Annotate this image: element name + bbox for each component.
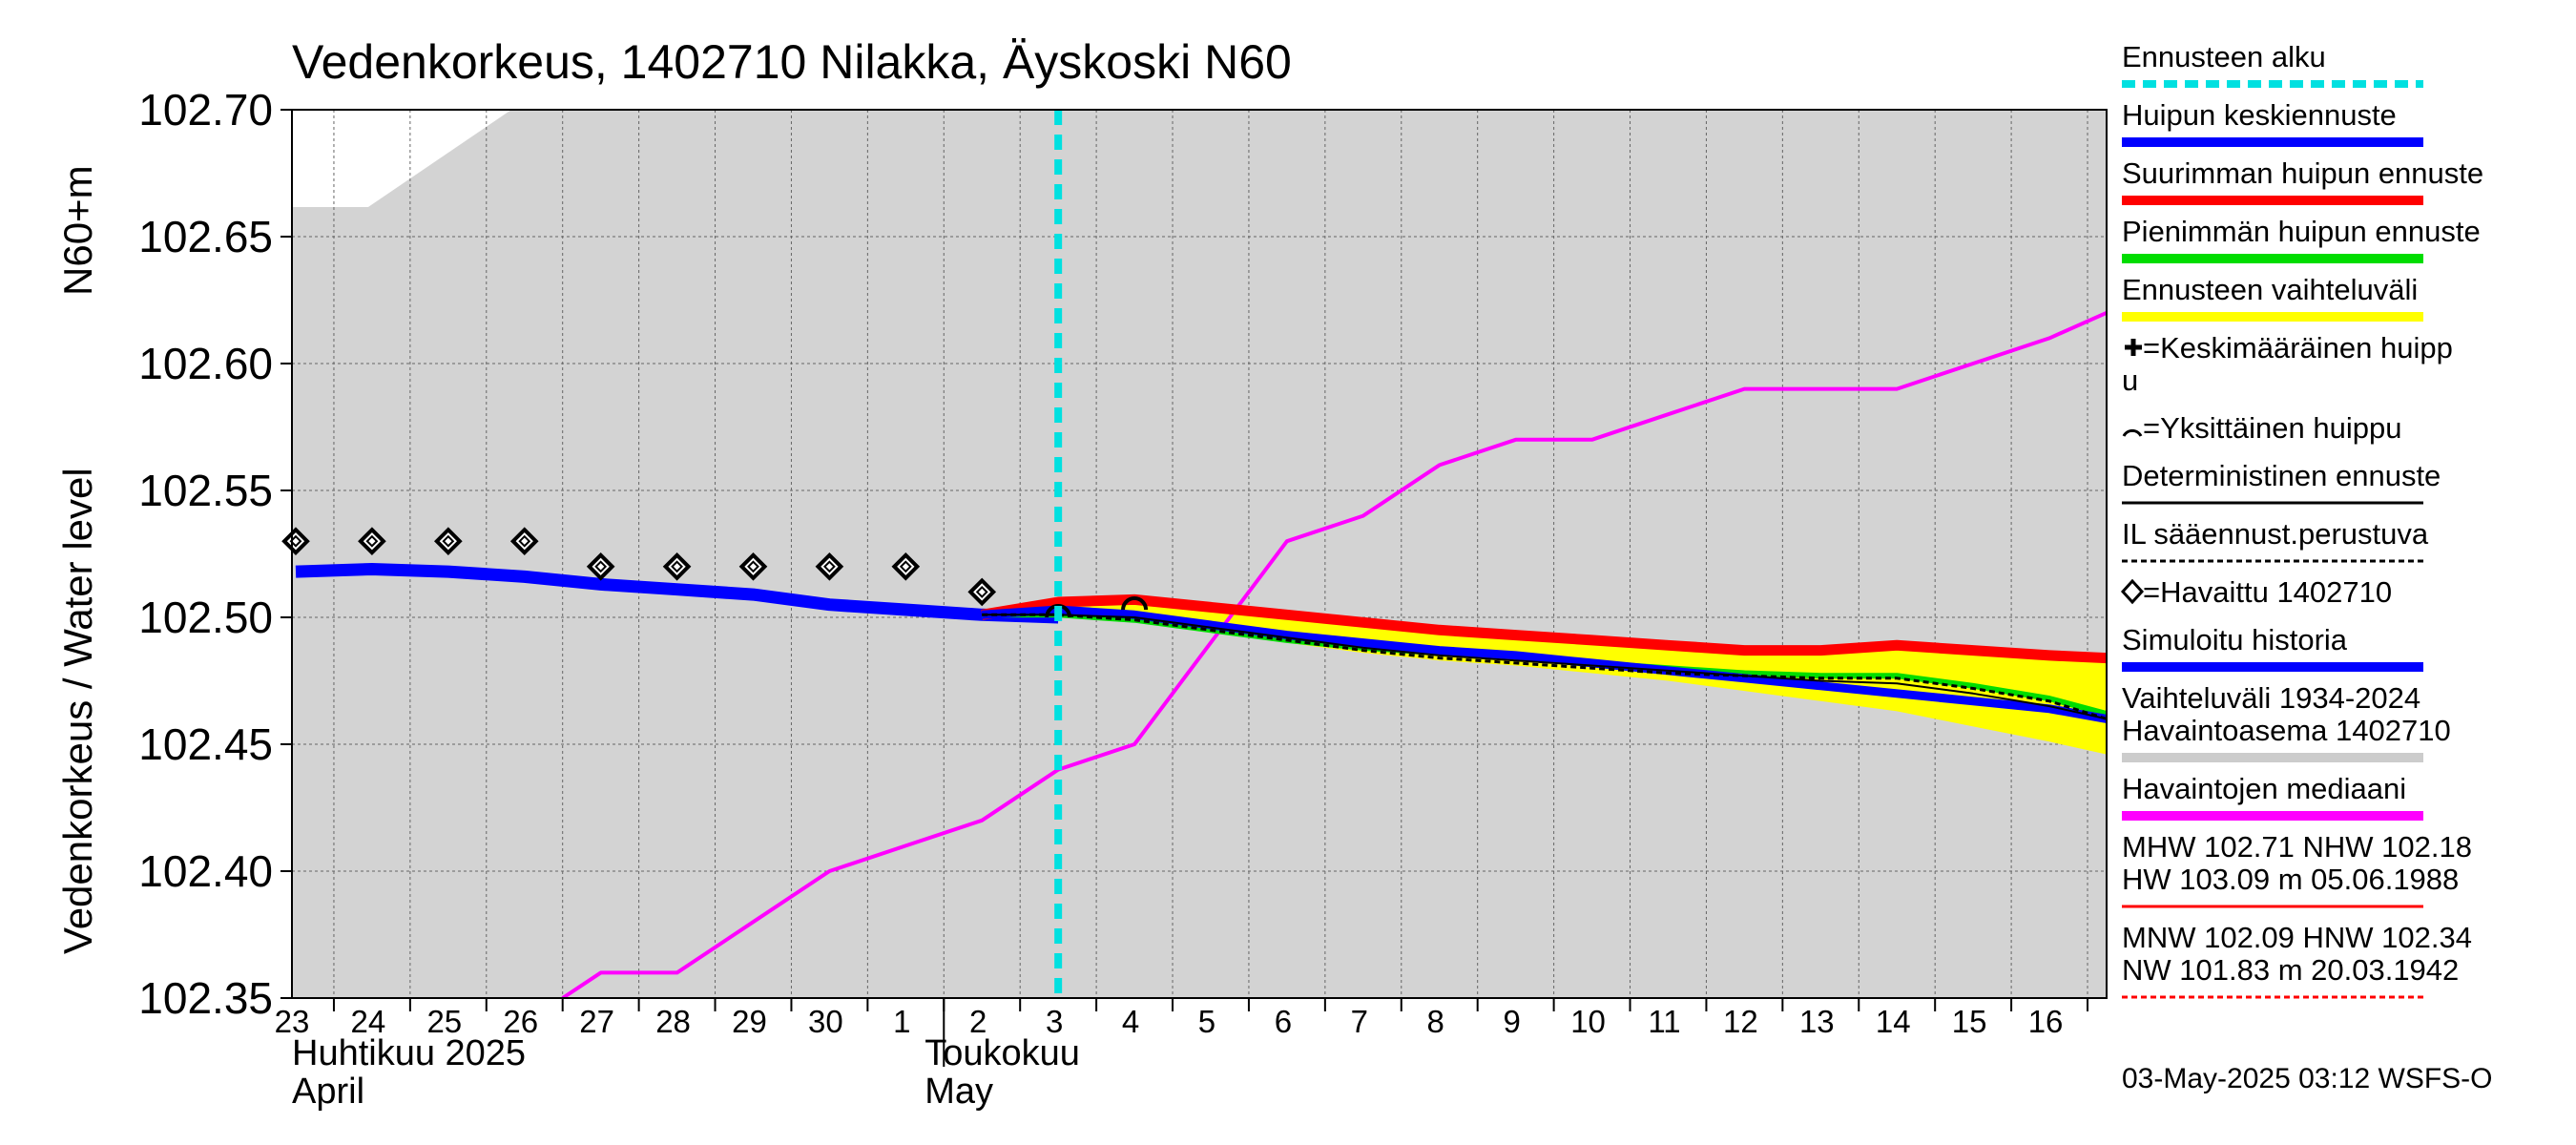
y-tick-label: 102.65 xyxy=(138,212,273,261)
max-peak-forecast-line xyxy=(981,593,2107,664)
legend-label: Ennusteen vaihteluväli xyxy=(2122,273,2418,306)
x-tick-label: 30 xyxy=(808,1004,843,1039)
legend-label: Deterministinen ennuste xyxy=(2122,459,2441,492)
legend-label-cont: HW 103.09 m 05.06.1988 xyxy=(2122,863,2459,896)
x-tick-label: 29 xyxy=(732,1004,767,1039)
x-tick-label: 7 xyxy=(1351,1004,1368,1039)
observed-point-inner xyxy=(594,560,608,573)
month-label-fi: Toukokuu xyxy=(924,1033,1080,1073)
legend-label: =Yksittäinen huippu xyxy=(2143,411,2401,445)
legend-label: Suurimman huipun ennuste xyxy=(2122,156,2483,190)
y-axis-unit: N60+m xyxy=(55,165,100,296)
x-tick-label: 15 xyxy=(1952,1004,1987,1039)
x-tick-label: 23 xyxy=(275,1004,310,1039)
x-tick-label: 26 xyxy=(503,1004,538,1039)
legend-label-cont: NW 101.83 m 20.03.1942 xyxy=(2122,953,2459,987)
legend-label-cont: Havaintoasema 1402710 xyxy=(2122,714,2451,747)
x-tick-label: 2 xyxy=(969,1004,987,1039)
observed-point-inner xyxy=(365,534,379,548)
x-tick-label: 8 xyxy=(1427,1004,1444,1039)
historical-range-area xyxy=(292,110,2107,998)
month-label-fi: Huhtikuu 2025 xyxy=(292,1033,526,1073)
single-peak-marker xyxy=(1121,596,1149,611)
x-tick-label: 3 xyxy=(1046,1004,1063,1039)
x-tick-label: 4 xyxy=(1122,1004,1139,1039)
legend-label: Vaihteluväli 1934-2024 xyxy=(2122,681,2420,715)
x-tick-label: 14 xyxy=(1876,1004,1911,1039)
y-tick-label: 102.50 xyxy=(138,593,273,642)
plot-frame xyxy=(291,109,2108,999)
legend-label: =Keskimääräinen huipp xyxy=(2143,331,2453,364)
chart-title: Vedenkorkeus, 1402710 Nilakka, Äyskoski … xyxy=(292,35,1292,89)
simulated-history-line xyxy=(295,563,1059,624)
timestamp-footer: 03-May-2025 03:12 WSFS-O xyxy=(2122,1063,2493,1094)
legend-label: Pienimmän huipun ennuste xyxy=(2122,215,2481,248)
y-tick-label: 102.70 xyxy=(138,85,273,135)
x-tick-label: 10 xyxy=(1570,1004,1606,1039)
plot-background xyxy=(292,110,2107,998)
month-label-en: May xyxy=(924,1072,993,1112)
observed-point-inner xyxy=(822,560,836,573)
observed-point-inner xyxy=(899,560,912,573)
legend-label: Havaintojen mediaani xyxy=(2122,772,2406,805)
x-tick-label: 27 xyxy=(579,1004,614,1039)
series-lines xyxy=(295,310,2107,998)
observed-point-inner xyxy=(442,534,455,548)
legend-arc-icon xyxy=(2122,428,2143,437)
median-line xyxy=(561,310,2107,998)
legend-label: Ennusteen alku xyxy=(2122,40,2326,73)
y-tick-label: 102.40 xyxy=(138,846,273,896)
legend-label: MNW 102.09 HNW 102.34 xyxy=(2122,921,2472,954)
x-tick-label: 13 xyxy=(1799,1004,1835,1039)
weather-based-forecast-line xyxy=(982,613,2107,720)
legend-label: MHW 102.71 NHW 102.18 xyxy=(2122,830,2472,864)
observed-point-inner xyxy=(747,560,759,573)
observed-point-inner xyxy=(975,585,988,598)
legend-label: Huipun keskiennuste xyxy=(2122,98,2397,132)
deterministic-forecast-line xyxy=(982,614,2107,720)
legend-label: =Havaittu 1402710 xyxy=(2143,575,2392,609)
legend-diamond-icon xyxy=(2120,578,2145,605)
x-tick-label: 6 xyxy=(1275,1004,1292,1039)
legend-label-cont: u xyxy=(2122,364,2138,397)
above-range-area xyxy=(292,110,511,207)
y-axis-label: Vedenkorkeus / Water level xyxy=(55,468,100,954)
x-tick-label: 1 xyxy=(893,1004,910,1039)
y-tick-label: 102.35 xyxy=(138,973,273,1023)
y-tick-label: 102.45 xyxy=(138,719,273,769)
legend-label: Simuloitu historia xyxy=(2122,623,2348,656)
legend: Ennusteen alku Huipun keskiennuste Suurimm… xyxy=(2120,40,2483,999)
x-tick-label: 9 xyxy=(1503,1004,1520,1039)
observed-markers xyxy=(281,527,1149,618)
x-tick-label: 12 xyxy=(1723,1004,1758,1039)
x-tick-labels: 23 24 25 26 27 28 29 30 1 2 3 4 5 6 7 8 9 10 11 12 13 14 15 16 xyxy=(275,1004,2064,1039)
legend-label: IL sääennust.perustuva xyxy=(2122,517,2429,551)
legend-plus-icon xyxy=(2125,339,2142,356)
x-tick-label: 16 xyxy=(2028,1004,2064,1039)
mean-peak-forecast-line xyxy=(981,605,2107,723)
x-tick-label: 5 xyxy=(1198,1004,1215,1039)
observed-point-inner xyxy=(518,534,531,548)
y-tick-labels: 102.35 102.40 102.45 102.50 102.55 102.60 102.… xyxy=(138,85,292,1023)
observed-point-inner xyxy=(671,560,683,573)
y-tick-label: 102.55 xyxy=(138,466,273,515)
x-tick-label: 11 xyxy=(1648,1004,1680,1039)
x-tick-label: 28 xyxy=(655,1004,691,1039)
x-tick-label: 24 xyxy=(351,1004,386,1039)
month-label-en: April xyxy=(292,1072,364,1112)
y-tick-label: 102.60 xyxy=(138,339,273,388)
x-tick-label: 25 xyxy=(426,1004,462,1039)
axes xyxy=(291,109,2108,1067)
